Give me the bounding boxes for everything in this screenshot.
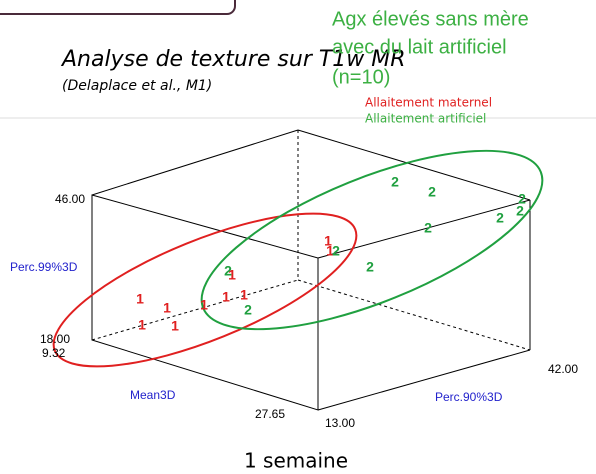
legend-entry: Allaitement artificiel <box>365 112 486 126</box>
axis-label: 13.00 <box>325 416 355 430</box>
frame-box <box>0 0 236 15</box>
title: Analyse de texture sur T1w MR <box>60 47 406 72</box>
group1-point: 1 <box>240 287 248 303</box>
note-line: Agx élevés sans mère <box>332 8 529 30</box>
cube-edge <box>297 129 531 201</box>
legend-entry: Allaitement maternel <box>365 96 492 110</box>
group2-point: 2 <box>516 203 524 219</box>
axis-name: Perc.99%3D <box>10 260 78 274</box>
group2-point: 2 <box>224 263 232 279</box>
group2-ellipse <box>200 149 544 331</box>
axis-label: 27.65 <box>255 407 285 421</box>
group1-point: 1 <box>222 289 230 305</box>
group2-point: 2 <box>244 302 252 318</box>
axis-name: Perc.90%3D <box>435 390 503 404</box>
group1-point: 1 <box>136 291 144 307</box>
axis-label: 9.32 <box>42 346 66 360</box>
cube-edge <box>317 349 531 411</box>
group2-point: 2 <box>424 220 432 236</box>
group1-point: 1 <box>326 243 334 259</box>
group1-point: 1 <box>138 317 146 333</box>
axis-name: Mean3D <box>130 388 176 402</box>
group1-point: 1 <box>200 297 208 313</box>
group1-point: 1 <box>171 318 179 334</box>
caption: 1 semaine <box>244 449 348 473</box>
subtitle: (Delaplace et al., M1) <box>62 78 212 94</box>
cube-hidden <box>91 130 531 351</box>
axis-label: 46.00 <box>55 192 85 206</box>
cube-edge <box>91 279 299 341</box>
group2-point: 2 <box>332 243 340 259</box>
axis-label: 18.00 <box>40 332 70 346</box>
note-line: avec du lait artificiel <box>332 36 507 58</box>
group1-point: 1 <box>163 300 171 316</box>
group1-point: 1 <box>228 267 236 283</box>
group2-point: 2 <box>391 174 399 190</box>
group1-ellipse <box>52 212 358 368</box>
group2-point: 2 <box>366 259 374 275</box>
group1-point: 1 <box>324 233 332 249</box>
group2-point: 2 <box>496 210 504 226</box>
cube-edge <box>91 129 299 196</box>
group2-point: 2 <box>428 184 436 200</box>
group2-point: 2 <box>518 191 526 207</box>
axis-label: 42.00 <box>548 362 578 376</box>
note-line: (n=10) <box>332 66 390 88</box>
cube <box>91 129 531 411</box>
cube-edge <box>297 279 531 351</box>
